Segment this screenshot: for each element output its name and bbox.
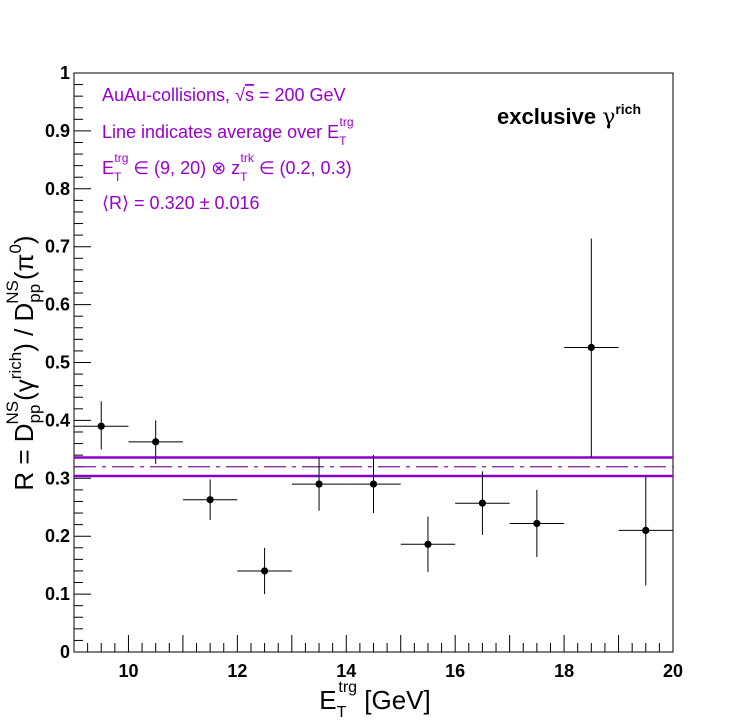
data-point	[455, 471, 510, 536]
selection-label: exclusive γrich	[497, 101, 641, 130]
x-tick-label: 16	[445, 661, 465, 681]
point-marker	[587, 343, 595, 352]
tick-labels: 10 12 14 16 18 20 0 0.1 0.2 0.3 0.4 0.5 0.6 0.7 0.8 0.9…	[45, 63, 683, 681]
y-tick-label: 0.6	[45, 295, 70, 315]
point-marker	[478, 499, 487, 507]
point-marker	[642, 526, 650, 535]
y-tick-label: 0	[60, 642, 70, 662]
x-axis-label: ETtrg [GeV]	[319, 679, 431, 721]
data-point	[182, 479, 238, 520]
annotation-block: AuAu-collisions, √s = 200 GeV Line indic…	[102, 85, 354, 213]
y-tick-label: 0.4	[45, 410, 70, 430]
data-point	[400, 516, 456, 573]
y-tick-label: 0.8	[45, 179, 70, 199]
point-marker	[206, 496, 214, 504]
point-marker	[315, 480, 323, 488]
ticks	[73, 72, 674, 653]
y-tick-label: 0.2	[45, 526, 70, 546]
data-point	[346, 455, 401, 514]
data-point	[509, 489, 565, 558]
point-marker	[97, 422, 105, 430]
annotation-average-line: Line indicates average over ETtrg	[102, 115, 354, 148]
y-tick-label: 0.3	[45, 468, 70, 488]
data-point	[128, 420, 183, 464]
y-tick-label: 0.5	[45, 353, 70, 373]
annotation-selection: ETtrg ∈ (9, 20) ⊗ zTtrk ∈ (0.2, 0.3)	[102, 151, 352, 184]
y-tick-label: 0.9	[45, 121, 70, 141]
point-marker	[533, 519, 541, 528]
data-point	[291, 457, 347, 511]
y-tick-label: 0.7	[45, 237, 70, 257]
annotation-collisions: AuAu-collisions, √s = 200 GeV	[102, 85, 346, 105]
data-point	[618, 475, 673, 586]
point-marker	[424, 540, 432, 548]
x-tick-label: 14	[336, 661, 356, 681]
point-marker	[260, 567, 269, 575]
point-marker	[152, 438, 160, 446]
y-tick-label: 1	[60, 63, 70, 83]
data-points	[74, 238, 673, 595]
y-axis-label: R = DppNS(γrich) / DppNS(π0)	[3, 235, 44, 490]
data-point	[74, 401, 129, 450]
data-point	[237, 547, 292, 595]
x-tick-label: 10	[118, 661, 138, 681]
x-tick-label: 12	[227, 661, 247, 681]
x-tick-label: 20	[663, 661, 683, 681]
x-tick-label: 18	[554, 661, 574, 681]
y-tick-label: 0.1	[45, 584, 70, 604]
point-marker	[369, 480, 378, 488]
annotation-mean-r: ⟨R⟩ = 0.320 ± 0.016	[102, 193, 260, 213]
data-point	[564, 238, 619, 458]
